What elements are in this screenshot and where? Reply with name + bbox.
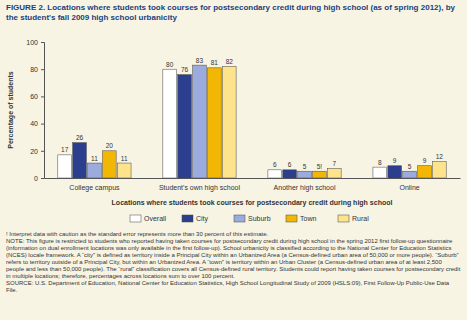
bar: [298, 171, 312, 178]
x-axis: College campus Student's own high school A…: [45, 178, 461, 192]
bar: [283, 170, 297, 178]
legend-label: Overall: [144, 215, 167, 222]
bar: [373, 167, 387, 178]
y-axis-line: [41, 43, 45, 179]
data-label: 17: [61, 146, 69, 153]
data-labels: 17 80 6 8 26 76 6 9 11 83 5 5 20 81 5! 9 11 82 7 12: [61, 57, 443, 170]
y-tick: 100: [26, 39, 44, 46]
legend-swatch: [286, 215, 297, 222]
legend: Overall City Suburb Town Rural: [130, 215, 369, 223]
bar: [313, 171, 327, 178]
data-label: 9: [393, 157, 397, 164]
legend-label: Rural: [352, 215, 369, 222]
x-tick: Another high school: [274, 178, 336, 192]
x-tick-label: Online: [399, 184, 419, 191]
y-tick: 40: [30, 120, 44, 127]
bars: [58, 65, 446, 178]
x-tick: Online: [399, 178, 419, 191]
data-label: 6: [288, 161, 292, 168]
bar: [58, 155, 72, 178]
y-tick-label: 0: [34, 175, 38, 182]
bar: [222, 66, 236, 178]
bar: [88, 163, 102, 178]
x-axis-title: Locations where students took courses fo…: [112, 199, 393, 207]
y-tick-mark: [41, 42, 44, 43]
data-label: 8: [378, 159, 382, 166]
bar: [327, 168, 341, 178]
note: ! Interpret data with caution as the sta…: [6, 231, 461, 238]
data-label: 83: [196, 57, 204, 64]
legend-swatch: [130, 215, 141, 222]
y-tick-label: 60: [30, 93, 38, 100]
chart-svg: 0 20 40 60 80 100 College campus Student's own …: [0, 0, 467, 232]
x-tick-label: College campus: [69, 184, 120, 192]
bar: [433, 162, 447, 178]
x-tick: Student's own high school: [159, 178, 241, 192]
data-label: 7: [332, 160, 336, 167]
x-tick: College campus: [69, 178, 120, 192]
bar: [163, 69, 177, 178]
data-label: 5!: [317, 163, 323, 170]
bar: [193, 65, 207, 178]
y-tick-mark: [41, 96, 44, 97]
data-label: 82: [226, 58, 234, 65]
legend-label: City: [196, 215, 209, 223]
data-label: 11: [121, 155, 128, 162]
bar: [388, 166, 402, 178]
data-label: 76: [181, 66, 189, 73]
y-tick-mark: [41, 151, 44, 152]
legend-label: Suburb: [248, 215, 271, 222]
data-label: 80: [166, 61, 174, 68]
y-tick-label: 100: [26, 39, 38, 46]
bar: [268, 170, 282, 178]
x-tick-label: Another high school: [274, 184, 336, 192]
x-tick-label: Student's own high school: [159, 184, 241, 192]
notes: ! Interpret data with caution as the sta…: [6, 231, 461, 294]
y-tick-mark: [41, 124, 44, 125]
chart-root: FIGURE 2. Locations where students took …: [0, 0, 467, 320]
y-tick-label: 20: [30, 148, 38, 155]
legend-swatch: [234, 215, 245, 222]
data-label: 26: [76, 134, 84, 141]
y-tick-label: 80: [30, 66, 38, 73]
y-axis: 0 20 40 60 80 100: [26, 39, 44, 182]
y-tick: 0: [34, 175, 44, 182]
bar: [117, 163, 131, 178]
data-label: 20: [106, 142, 114, 149]
data-label: 11: [91, 155, 98, 162]
bar: [418, 166, 432, 178]
legend-swatch: [182, 215, 193, 222]
y-tick-label: 40: [30, 120, 38, 127]
chart-title: FIGURE 2. Locations where students took …: [6, 3, 461, 22]
x-axis-line: [45, 178, 461, 179]
y-tick-mark: [41, 178, 44, 179]
y-axis-title: Percentage of students: [7, 71, 15, 149]
data-label: 9: [423, 157, 427, 164]
bar: [208, 68, 222, 178]
y-tick: 60: [30, 93, 44, 100]
y-tick: 80: [30, 66, 44, 73]
data-label: 5: [408, 163, 412, 170]
y-tick-mark: [41, 69, 44, 70]
note: SOURCE: U.S. Department of Education, Na…: [6, 280, 461, 294]
data-label: 5: [303, 163, 307, 170]
data-label: 12: [436, 153, 444, 160]
y-tick: 20: [30, 148, 44, 155]
data-label: 81: [211, 59, 219, 66]
data-label: 6: [273, 161, 277, 168]
note: NOTE: This figure is restricted to stude…: [6, 238, 461, 280]
bar: [102, 151, 116, 178]
bar: [178, 75, 192, 178]
bar: [73, 143, 87, 178]
legend-swatch: [338, 215, 349, 222]
bar: [403, 171, 417, 178]
legend-label: Town: [300, 215, 316, 222]
